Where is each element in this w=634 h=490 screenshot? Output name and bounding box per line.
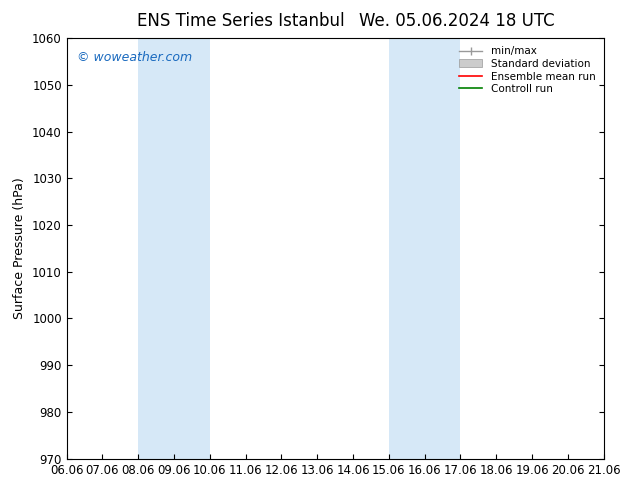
Text: We. 05.06.2024 18 UTC: We. 05.06.2024 18 UTC — [359, 12, 554, 30]
Text: ENS Time Series Istanbul: ENS Time Series Istanbul — [137, 12, 345, 30]
Y-axis label: Surface Pressure (hPa): Surface Pressure (hPa) — [13, 177, 27, 319]
Bar — [389, 38, 460, 459]
Text: © woweather.com: © woweather.com — [77, 51, 193, 64]
Bar — [138, 38, 210, 459]
Legend: min/max, Standard deviation, Ensemble mean run, Controll run: min/max, Standard deviation, Ensemble me… — [456, 43, 598, 98]
